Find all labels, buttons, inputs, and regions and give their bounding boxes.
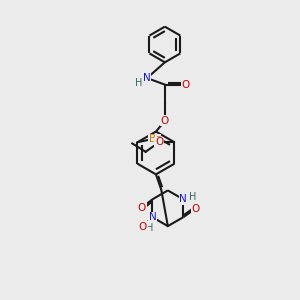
Text: O: O: [161, 116, 169, 126]
Text: O: O: [191, 204, 199, 214]
Text: H: H: [146, 223, 153, 232]
Text: H: H: [188, 192, 196, 202]
Text: O: O: [138, 203, 146, 213]
Text: N: N: [143, 73, 151, 83]
Text: H: H: [135, 78, 142, 88]
Text: O: O: [139, 222, 147, 232]
Text: O: O: [182, 80, 190, 90]
Text: N: N: [179, 194, 187, 204]
Text: Br: Br: [149, 134, 161, 144]
Text: O: O: [155, 137, 163, 147]
Text: N: N: [148, 212, 156, 222]
